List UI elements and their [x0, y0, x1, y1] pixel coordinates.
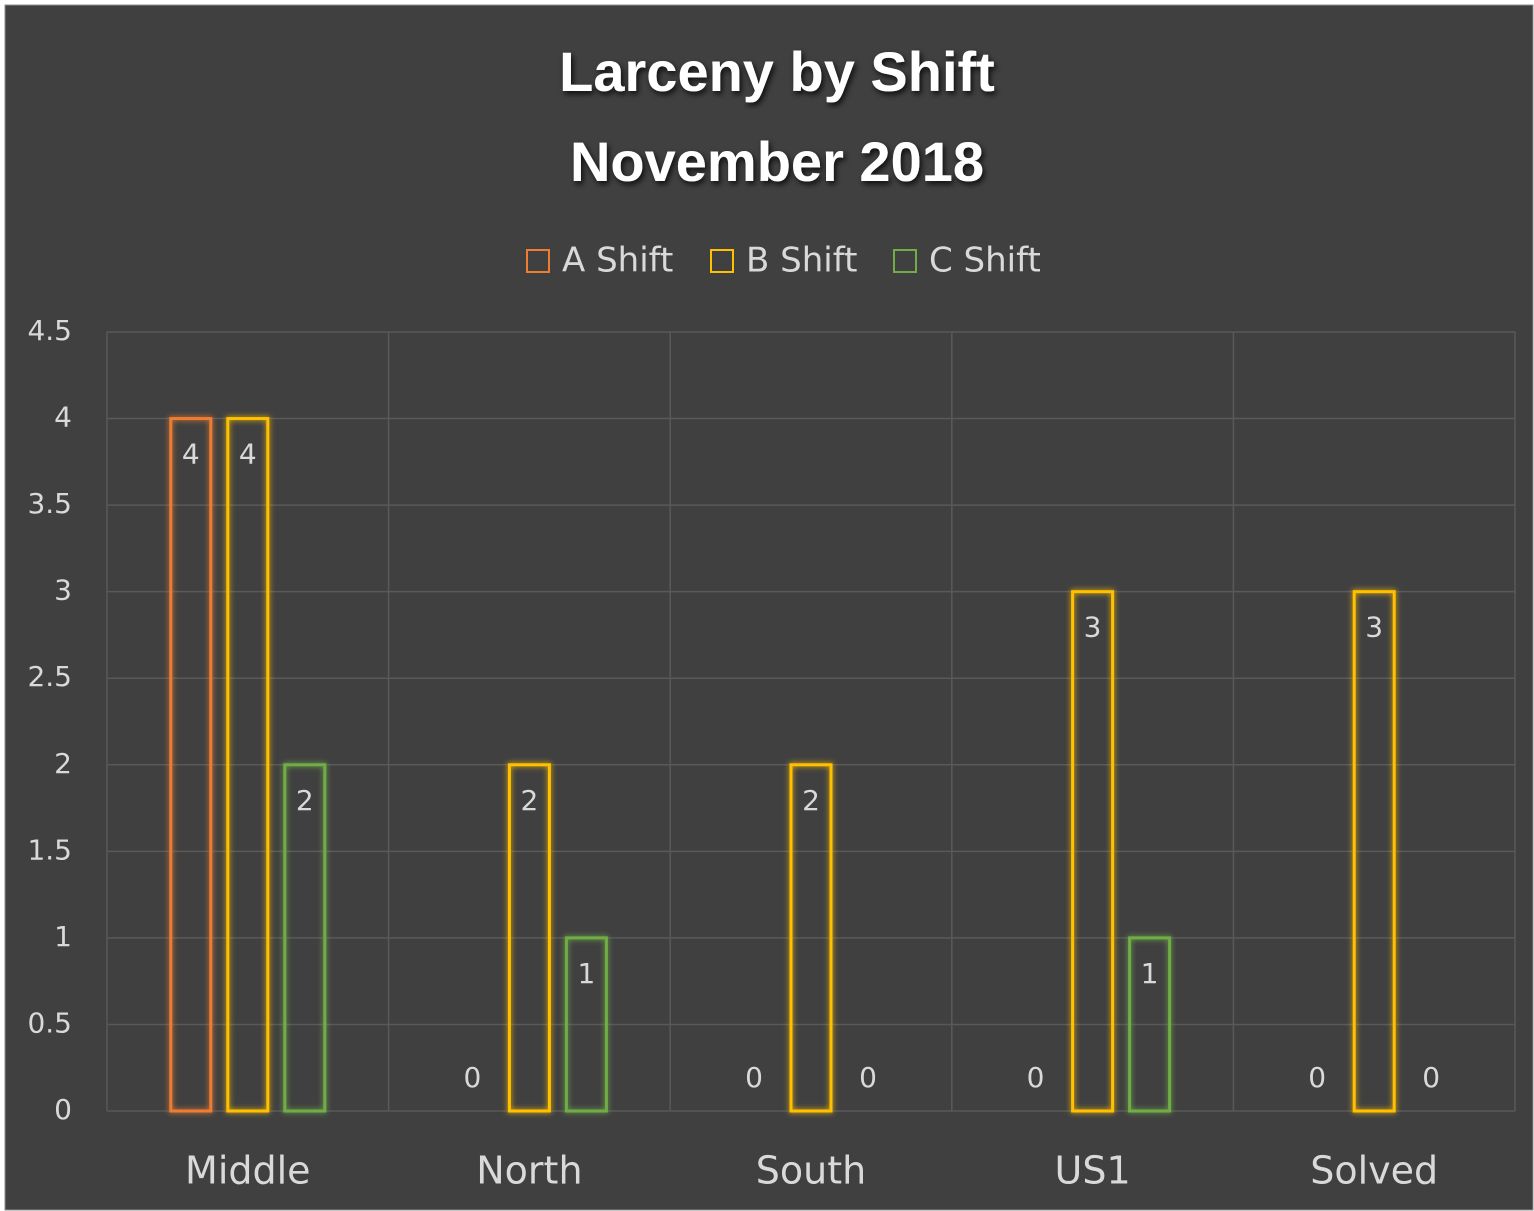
bar	[1071, 590, 1115, 1113]
bar	[226, 417, 270, 1113]
chart-background	[4, 4, 1534, 1211]
data-label: 0	[1308, 1061, 1326, 1094]
x-tick-label: North	[476, 1149, 582, 1193]
bar	[789, 763, 833, 1113]
y-tick-label: 4	[54, 401, 72, 434]
bar	[507, 763, 551, 1113]
x-tick-label: US1	[1055, 1149, 1131, 1193]
y-tick-label: 3	[54, 574, 72, 607]
y-tick-label: 0	[54, 1093, 72, 1126]
data-label: 3	[1084, 611, 1102, 644]
bar	[283, 763, 327, 1113]
legend-label: C Shift	[929, 241, 1041, 281]
x-tick-label: Solved	[1310, 1149, 1438, 1193]
legend-swatch	[526, 249, 550, 273]
chart-title: November 2018	[570, 130, 984, 193]
data-label: 0	[859, 1061, 877, 1094]
legend-label: B Shift	[746, 241, 857, 281]
data-label: 0	[1027, 1061, 1045, 1094]
y-tick-label: 3.5	[27, 487, 72, 520]
legend-swatch	[893, 249, 917, 273]
data-label: 2	[296, 784, 314, 817]
chart-title: Larceny by Shift	[559, 40, 995, 103]
data-label: 1	[1141, 957, 1159, 990]
data-label: 0	[463, 1061, 481, 1094]
data-label: 2	[802, 784, 820, 817]
data-label: 0	[745, 1061, 763, 1094]
y-tick-label: 2.5	[27, 660, 72, 693]
x-tick-label: South	[756, 1149, 866, 1193]
data-label: 4	[182, 438, 200, 471]
data-label: 1	[577, 957, 595, 990]
bar	[169, 417, 213, 1113]
y-tick-label: 1.5	[27, 833, 72, 866]
y-tick-label: 1	[54, 920, 72, 953]
y-tick-label: 2	[54, 747, 72, 780]
y-tick-label: 4.5	[27, 314, 72, 347]
bar	[1128, 936, 1172, 1113]
data-label: 0	[1422, 1061, 1440, 1094]
data-label: 3	[1365, 611, 1383, 644]
y-tick-label: 0.5	[27, 1006, 72, 1039]
data-label: 2	[520, 784, 538, 817]
x-tick-label: Middle	[185, 1149, 311, 1193]
bar	[564, 936, 608, 1113]
data-label: 4	[239, 438, 257, 471]
bar	[1352, 590, 1396, 1113]
legend-label: A Shift	[562, 241, 673, 281]
legend-swatch	[710, 249, 734, 273]
